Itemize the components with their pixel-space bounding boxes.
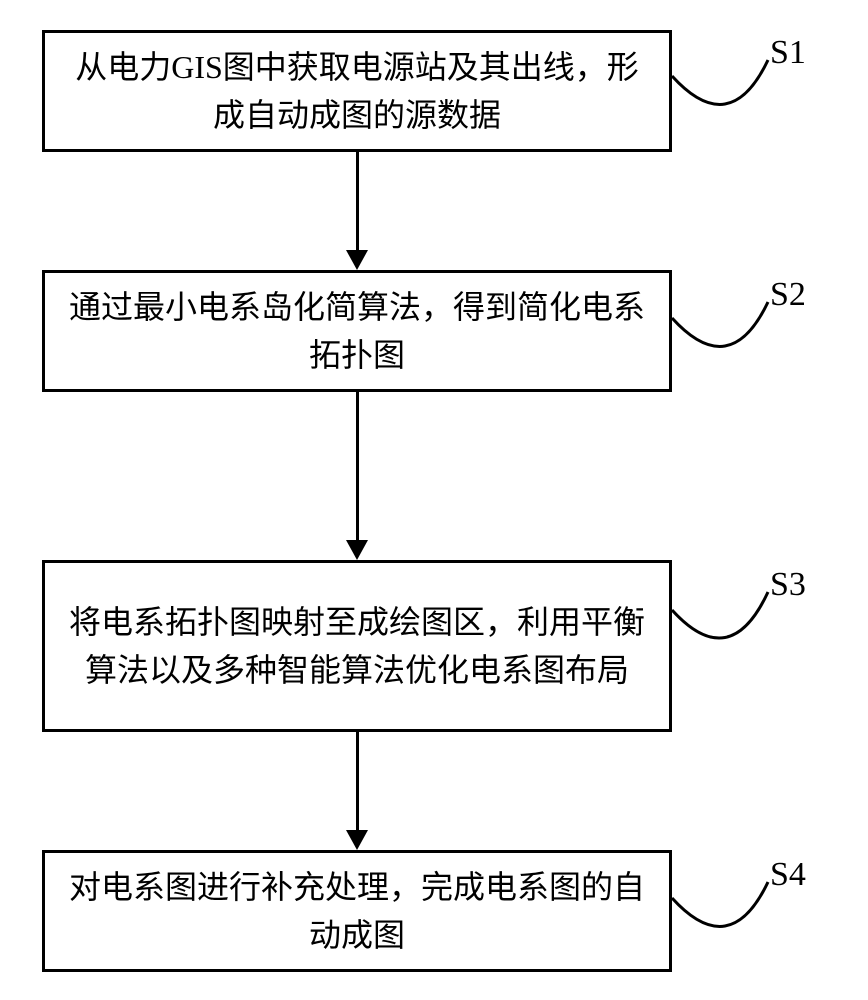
step-label-s4: S4 <box>770 856 806 894</box>
flowchart-container: 从电力GIS图中获取电源站及其出线，形成自动成图的源数据 S1 通过最小电系岛化… <box>0 0 868 1000</box>
connector-4 <box>0 0 868 1000</box>
